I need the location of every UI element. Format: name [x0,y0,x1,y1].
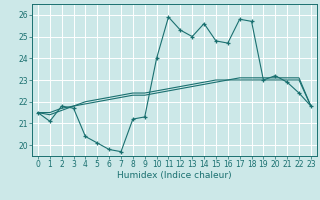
X-axis label: Humidex (Indice chaleur): Humidex (Indice chaleur) [117,171,232,180]
